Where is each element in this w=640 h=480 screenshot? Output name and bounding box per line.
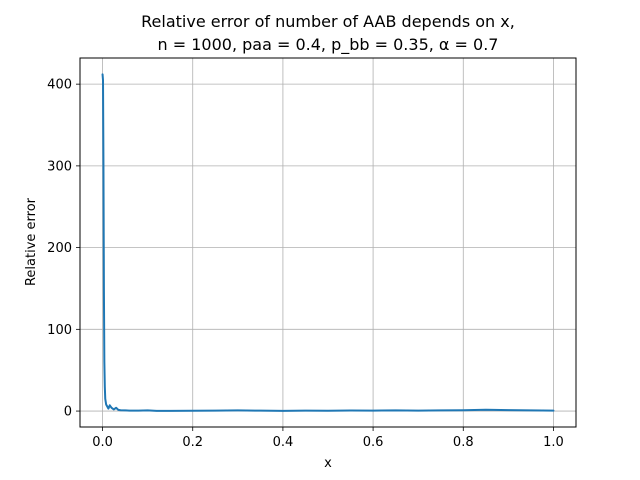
data-series — [101, 73, 555, 412]
x-tick-label: 0.2 — [182, 435, 203, 450]
plot-area-frame — [79, 57, 577, 428]
x-axis-label: x — [324, 456, 332, 471]
y-axis-ticks: 0 100 200 300 400 — [47, 78, 80, 420]
y-tick-label: 100 — [47, 323, 72, 338]
x-tick-label: 0.6 — [363, 435, 384, 450]
x-axis-ticks: 0.0 0.2 0.4 0.6 0.8 1.0 — [92, 427, 564, 450]
y-tick-label: 200 — [47, 241, 72, 256]
y-tick-label: 0 — [64, 405, 72, 420]
y-axis-label: Relative error — [24, 197, 39, 286]
x-tick-label: 0.8 — [453, 435, 474, 450]
chart-title-line-2: n = 1000, paa = 0.4, p_bb = 0.35, α = 0.… — [158, 35, 499, 55]
x-tick-label: 0.4 — [273, 435, 294, 450]
series-line-0 — [101, 73, 555, 412]
x-tick-label: 0.0 — [92, 435, 113, 450]
y-tick-label: 300 — [47, 159, 72, 174]
x-tick-label: 1.0 — [543, 435, 564, 450]
chart-title-line-1: Relative error of number of AAB depends … — [141, 12, 515, 31]
y-tick-label: 400 — [47, 78, 72, 93]
